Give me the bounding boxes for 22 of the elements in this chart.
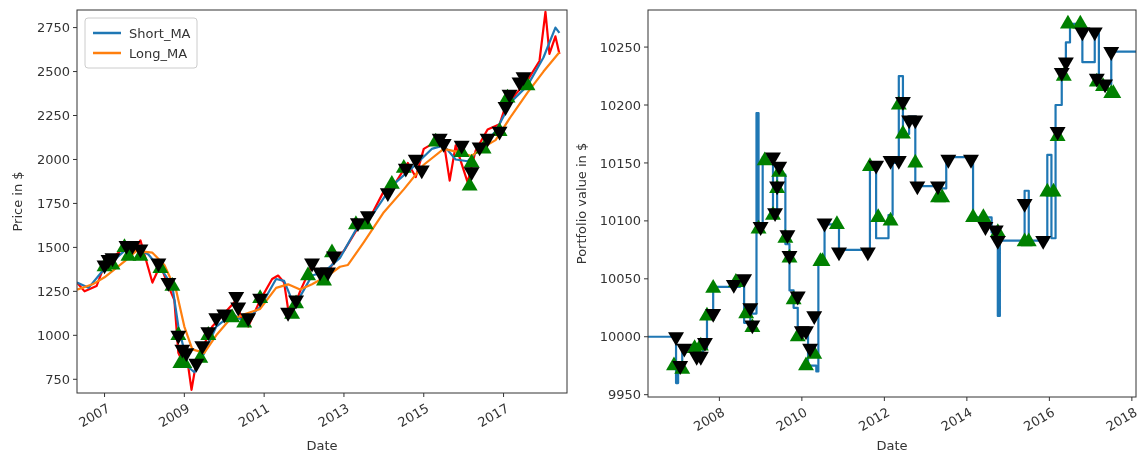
y-tick-label: 10150: [599, 155, 641, 171]
y-tick-label: 1500: [36, 239, 70, 255]
y-tick-label: 1000: [36, 327, 70, 343]
y-tick-label: 1750: [36, 195, 70, 211]
y-axis-title: Price in $: [10, 171, 25, 232]
y-tick-label: 2500: [36, 64, 70, 80]
y-tick-label: 10000: [599, 329, 641, 345]
y-tick-label: 2000: [36, 152, 70, 168]
y-tick-label: 10200: [599, 97, 641, 113]
y-axis-title: Portfolio value in $: [574, 142, 589, 265]
y-tick-label: 9950: [607, 387, 641, 403]
legend-label: Long_MA: [129, 45, 188, 61]
y-tick-label: 2750: [36, 20, 70, 36]
legend-label: Short_MA: [129, 25, 191, 41]
y-tick-label: 750: [45, 371, 70, 387]
x-axis-title: Date: [876, 438, 908, 453]
y-tick-label: 1250: [36, 283, 70, 299]
y-tick-label: 2250: [36, 108, 70, 124]
y-tick-label: 10100: [599, 213, 641, 229]
x-axis-title: Date: [306, 438, 338, 453]
y-tick-label: 10050: [599, 271, 641, 287]
y-tick-label: 10250: [599, 39, 641, 55]
